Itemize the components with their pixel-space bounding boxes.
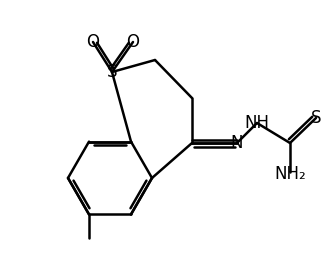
Text: S: S xyxy=(107,63,117,81)
Text: O: O xyxy=(87,33,99,51)
Text: NH: NH xyxy=(244,114,269,132)
Text: S: S xyxy=(311,109,321,127)
Text: N: N xyxy=(231,134,243,152)
Text: O: O xyxy=(126,33,139,51)
Text: NH₂: NH₂ xyxy=(274,165,306,183)
